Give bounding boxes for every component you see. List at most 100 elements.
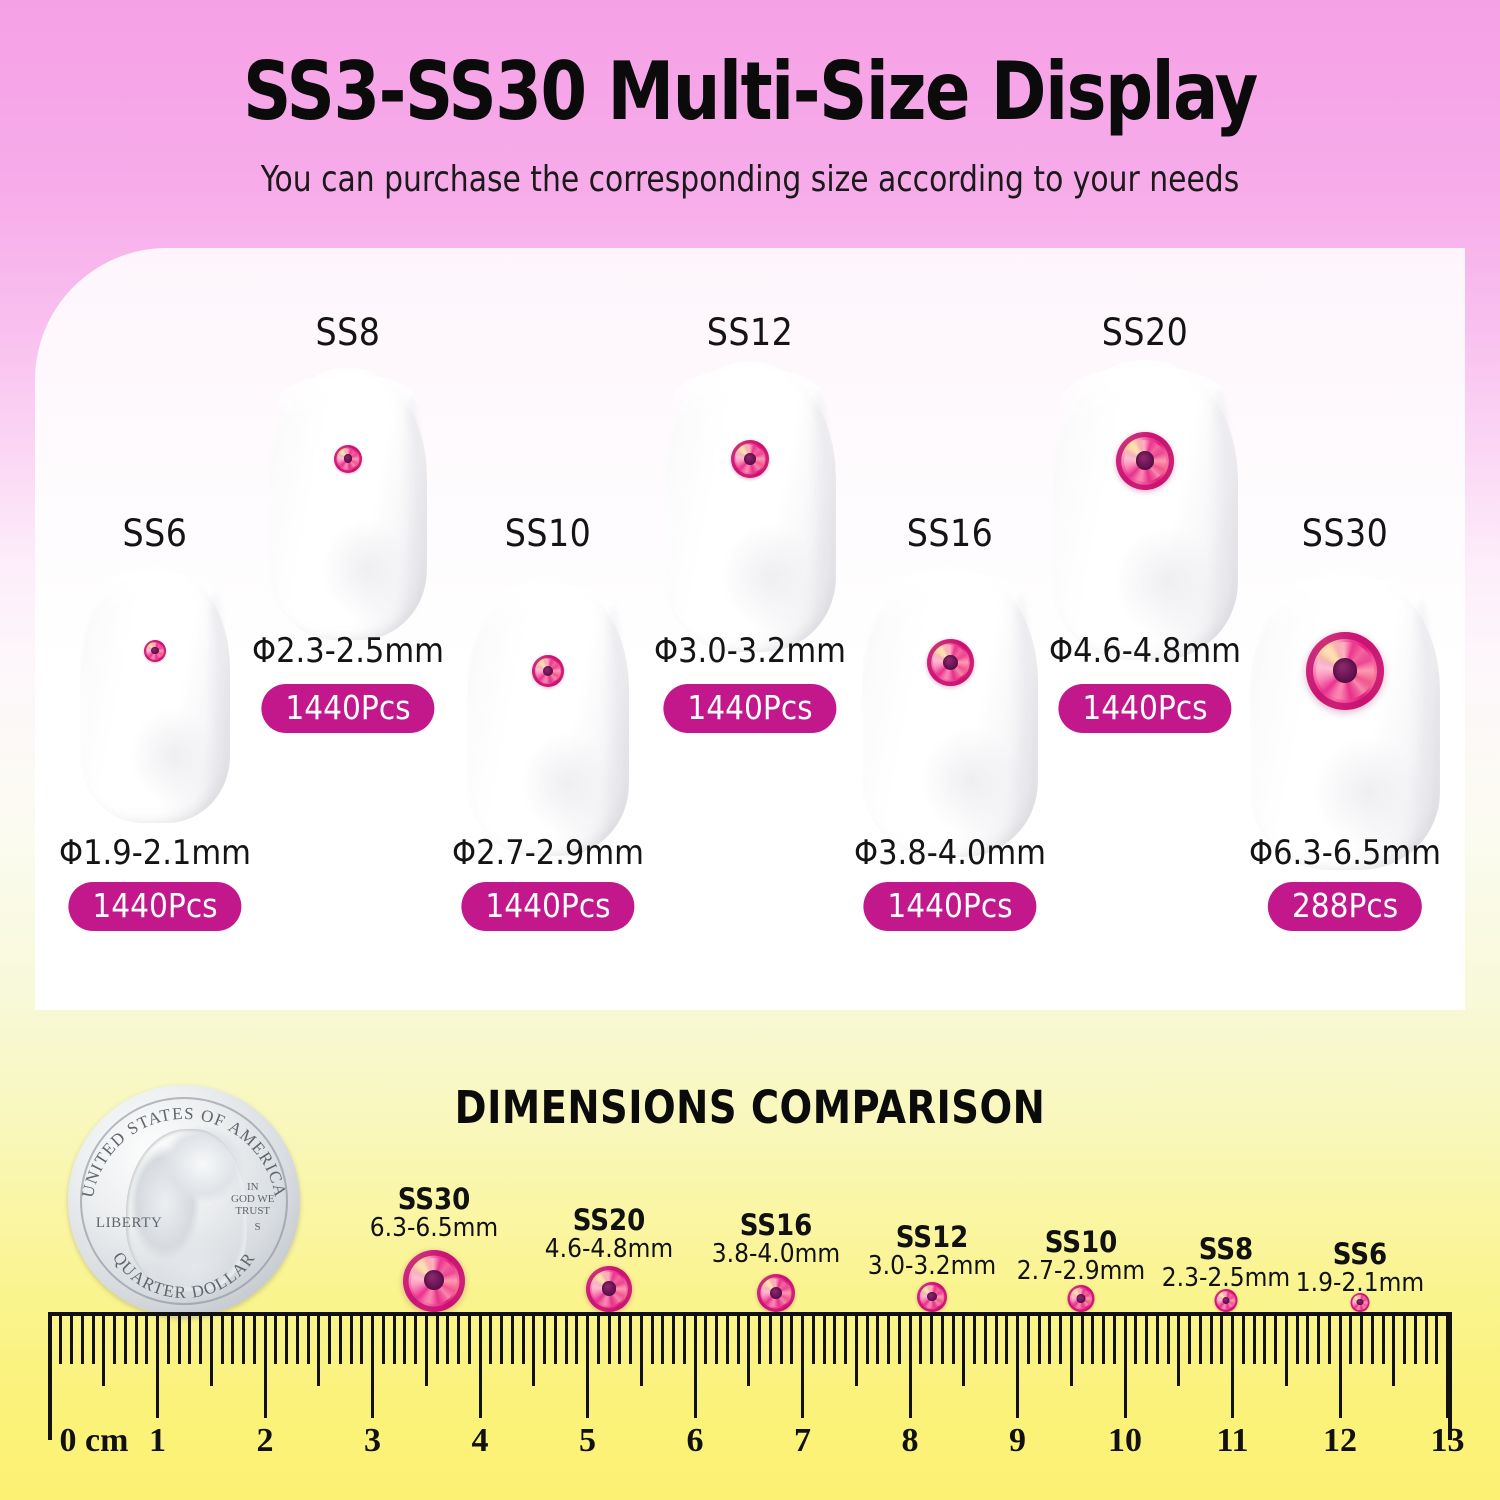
ruler-tick-mm bbox=[435, 1314, 439, 1364]
ruler-tick-mm bbox=[188, 1314, 192, 1364]
nail-diameter-label: Φ3.0-3.2mm bbox=[654, 631, 846, 671]
rhinestone bbox=[927, 639, 974, 686]
ruler-tick-half-cm bbox=[424, 1314, 428, 1386]
ruler-tick-cm bbox=[263, 1314, 267, 1418]
ruler-tick-mm bbox=[1435, 1314, 1439, 1364]
comparison-rhinestone bbox=[586, 1266, 632, 1312]
ruler-tick-mm bbox=[80, 1314, 84, 1364]
ruler-tick-mm bbox=[306, 1314, 310, 1364]
ruler-tick-mm bbox=[1252, 1314, 1256, 1364]
ruler-tick-mm bbox=[983, 1314, 987, 1364]
ruler-tick-cm bbox=[1231, 1314, 1234, 1418]
ruler-tick-mm bbox=[1198, 1314, 1202, 1364]
ruler-tick-mm bbox=[607, 1314, 611, 1364]
quarter-coin: UNITED STATES OF AMERICA QUARTER DOLLAR … bbox=[68, 1085, 300, 1317]
ruler-tick-mm bbox=[822, 1314, 826, 1364]
ruler-tick-mm bbox=[768, 1314, 772, 1364]
ruler-tick-mm bbox=[1317, 1314, 1320, 1364]
nail-diameter-label: Φ2.3-2.5mm bbox=[252, 631, 444, 671]
ruler-tick-mm bbox=[575, 1314, 579, 1364]
ruler-tick-half-cm bbox=[1069, 1314, 1073, 1386]
nail-gloss-highlight bbox=[711, 416, 726, 449]
nail-size-label: SS12 bbox=[706, 311, 794, 354]
ruler-tick-mm bbox=[295, 1314, 299, 1364]
ruler-tick-half-cm bbox=[639, 1314, 643, 1386]
ruler-tick-mm bbox=[833, 1314, 837, 1364]
ruler-tick-mm bbox=[1026, 1314, 1030, 1364]
coin-motto-line-1: IN bbox=[246, 1181, 259, 1194]
ruler-tick-mm bbox=[220, 1314, 224, 1364]
nail-size-label: SS30 bbox=[1301, 512, 1389, 555]
ruler-tick-mm bbox=[457, 1314, 460, 1364]
ruler-tick-mm bbox=[1360, 1314, 1363, 1364]
ruler-tick-mm bbox=[1037, 1314, 1041, 1364]
comparison-dimension-label: 2.3-2.5mm bbox=[1161, 1263, 1291, 1293]
ruler-tick-mm bbox=[725, 1314, 729, 1364]
ruler-tick-mm bbox=[467, 1314, 471, 1364]
nail-tip bbox=[664, 362, 836, 652]
ruler-tick-mm bbox=[1102, 1314, 1105, 1364]
ruler-tick-half-cm bbox=[854, 1314, 858, 1386]
nail-tip bbox=[80, 565, 230, 823]
ruler-tick-mm bbox=[252, 1314, 256, 1364]
ruler-tick-half-cm bbox=[1392, 1314, 1396, 1386]
ruler-tick-mm bbox=[704, 1314, 708, 1364]
comparison-dimension-label: 1.9-2.1mm bbox=[1295, 1268, 1425, 1298]
ruler-tick-mm bbox=[1424, 1314, 1428, 1364]
nail-gloss-highlight bbox=[121, 613, 134, 643]
ruler-tick-mm bbox=[392, 1314, 396, 1364]
nail-tip bbox=[1052, 360, 1238, 660]
ruler-tick-mm bbox=[145, 1314, 149, 1364]
ruler-tick-mm bbox=[1413, 1314, 1417, 1364]
comparison-rhinestone bbox=[1214, 1289, 1238, 1312]
ruler-tick-mm bbox=[381, 1314, 385, 1364]
ruler-label-2: 2 bbox=[256, 1422, 274, 1459]
ruler-tick-mm bbox=[811, 1314, 815, 1364]
ruler-tick-mm bbox=[1370, 1314, 1374, 1364]
pcs-count-badge: 1440Pcs bbox=[1058, 684, 1232, 733]
washington-bust-icon bbox=[119, 1122, 254, 1299]
ruler-tick-mm bbox=[1080, 1314, 1084, 1364]
comparison-dimension-label: 4.6-4.8mm bbox=[544, 1234, 674, 1264]
ruler-tick-mm bbox=[951, 1314, 955, 1364]
pcs-count-badge: 1440Pcs bbox=[663, 684, 837, 733]
ruler-label-12: 12 bbox=[1323, 1422, 1357, 1459]
ruler-tick-cm bbox=[1446, 1314, 1449, 1418]
ruler-tick-mm bbox=[779, 1314, 783, 1364]
comparison-dimension-label: 6.3-6.5mm bbox=[369, 1213, 499, 1243]
ruler-label-8: 8 bbox=[901, 1422, 919, 1459]
ruler-tick-mm bbox=[177, 1314, 181, 1364]
ruler-tick-mm bbox=[134, 1314, 138, 1364]
coin-motto-line-2: GOD WE bbox=[231, 1192, 275, 1205]
coin-mint-mark: S bbox=[254, 1220, 261, 1233]
ruler-tick-cm bbox=[1016, 1314, 1019, 1418]
coin-motto-text: IN GOD WE TRUST bbox=[231, 1182, 274, 1217]
ruler-label-9: 9 bbox=[1009, 1422, 1026, 1459]
ruler-tick-cm bbox=[156, 1314, 159, 1418]
ruler-tick-cm bbox=[908, 1314, 912, 1418]
ruler-tick-half-cm bbox=[1177, 1314, 1181, 1386]
ruler-label-4: 4 bbox=[471, 1422, 489, 1459]
nail-gloss-highlight bbox=[910, 619, 925, 653]
ruler-tick-mm bbox=[1209, 1314, 1213, 1364]
ruler-tick-mm bbox=[349, 1314, 353, 1364]
ruler-tick-half-cm bbox=[102, 1314, 106, 1386]
ruler-tick-cm bbox=[693, 1314, 697, 1418]
comparison-size-label: SS20 bbox=[572, 1203, 646, 1237]
ruler-tick-mm bbox=[672, 1314, 675, 1364]
comparison-rhinestone bbox=[917, 1282, 947, 1312]
ruler-tick-mm bbox=[1005, 1314, 1009, 1364]
ruler-tick-mm bbox=[1381, 1314, 1385, 1364]
ruler-label-10: 10 bbox=[1108, 1422, 1142, 1459]
nail-diameter-label: Φ3.8-4.0mm bbox=[854, 833, 1046, 873]
comparison-rhinestone bbox=[403, 1250, 465, 1312]
nail-diameter-label: Φ4.6-4.8mm bbox=[1049, 631, 1241, 671]
nail-size-label: SS10 bbox=[504, 512, 592, 555]
ruler-tick-mm bbox=[930, 1314, 933, 1364]
ruler-label-11: 11 bbox=[1216, 1422, 1249, 1459]
ruler-tick-mm bbox=[1263, 1314, 1267, 1364]
ruler-tick-mm bbox=[1188, 1314, 1191, 1364]
ruler-label-13: 13 bbox=[1430, 1422, 1465, 1459]
comparison-title: DIMENSIONS COMPARISON bbox=[454, 1081, 1046, 1134]
ruler-tick-mm bbox=[70, 1314, 73, 1364]
